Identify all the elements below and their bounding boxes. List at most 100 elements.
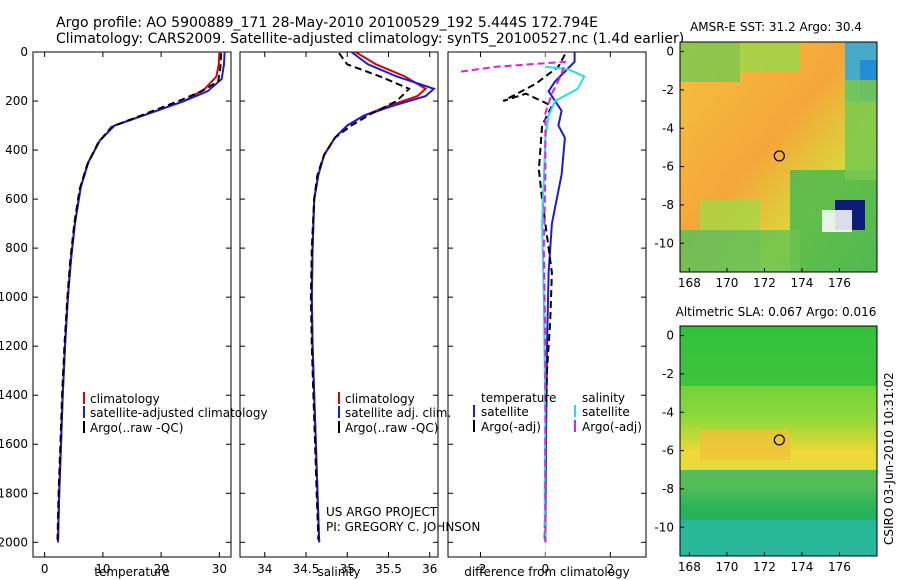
y-tick-label: 600 bbox=[5, 192, 28, 206]
map-x-tick-label: 168 bbox=[678, 276, 701, 290]
sla-map-panel: Altimetric SLA: 0.067 Argo: 0.016 168 170… bbox=[654, 305, 878, 574]
map-y-tick-label: -4 bbox=[662, 121, 674, 135]
map-x-tick-label: 168 bbox=[678, 560, 701, 574]
y-tick-label: 1000 bbox=[0, 290, 28, 304]
figure-title-line2: Climatology: CARS2009. Satellite-adjuste… bbox=[56, 31, 684, 47]
y-tick-label: 1600 bbox=[0, 437, 28, 451]
sla-map-axes: 168 170 172 174 176 0 -2 -4 -6 -8 -10 bbox=[654, 329, 851, 574]
legend-argo-label: Argo(..raw -QC) bbox=[90, 421, 183, 435]
sst-patch bbox=[700, 200, 760, 230]
map-y-tick-label: -8 bbox=[662, 482, 674, 496]
map-y-tick-label: 0 bbox=[666, 329, 674, 343]
figure-title-line1: Argo profile: AO 5900889_171 28-May-2010… bbox=[56, 15, 598, 31]
sst-map-frame bbox=[679, 41, 878, 273]
map-y-tick-label: -6 bbox=[662, 444, 674, 458]
difference-legend: temperature salinity satellite Argo(-adj… bbox=[473, 391, 642, 434]
x-tick-label: 2 bbox=[606, 562, 614, 576]
map-y-tick-label: -8 bbox=[662, 198, 674, 212]
legend-clim-label: climatology bbox=[345, 392, 415, 406]
y-tick-label: 1800 bbox=[0, 486, 28, 500]
salinity-panel: 34 34.5 35 35.5 36 salinity bbox=[239, 51, 439, 579]
legend-title-salinity: salinity bbox=[582, 391, 625, 405]
x-tick-label: 35.5 bbox=[375, 562, 402, 576]
sst-patch bbox=[822, 210, 852, 232]
sst-patch bbox=[760, 230, 800, 272]
x-axis-label: salinity bbox=[317, 565, 360, 579]
y-tick-label: 1200 bbox=[0, 339, 28, 353]
sst-patch bbox=[740, 42, 800, 72]
y-tick-label: 1400 bbox=[0, 388, 28, 402]
argo-location-marker bbox=[773, 150, 785, 162]
map-y-tick-label: -2 bbox=[662, 83, 674, 97]
x-tick-label: 0 bbox=[542, 562, 550, 576]
series-line-temperature-argo-adj- bbox=[502, 54, 566, 543]
temperature-panel: 0 10 20 30 0 200 400 600 800 1000 1200 1400 1600 1800… bbox=[0, 45, 232, 579]
legend-sat-label: satellite adj. clim. bbox=[345, 406, 451, 420]
sst-patch bbox=[680, 230, 760, 272]
sst-patch bbox=[680, 42, 740, 82]
map-x-tick-label: 172 bbox=[753, 560, 776, 574]
sla-map-frame bbox=[679, 325, 878, 557]
map-x-tick-label: 170 bbox=[715, 276, 738, 290]
y-tick-label: 800 bbox=[5, 241, 28, 255]
sla-patch bbox=[680, 520, 877, 556]
salinity-legend: climatology satellite adj. clim. Argo(..… bbox=[338, 392, 451, 435]
credit-project: US ARGO PROJECT bbox=[326, 505, 438, 519]
legend-temp-argo-label: Argo(-adj) bbox=[481, 420, 541, 434]
x-tick-label: 20 bbox=[153, 562, 168, 576]
timestamp-label: CSIRO 03-Jun-2010 10:31:02 bbox=[882, 372, 896, 545]
sst-map-patches bbox=[680, 42, 877, 272]
map-x-tick-label: 174 bbox=[790, 276, 813, 290]
temperature-legend: climatology satellite-adjusted climatolo… bbox=[83, 392, 268, 435]
y-tick-label: 0 bbox=[20, 45, 28, 59]
x-tick-label: 34.5 bbox=[293, 562, 320, 576]
series-line-climatology bbox=[57, 51, 221, 543]
x-tick-label: 36 bbox=[422, 562, 437, 576]
map-x-tick-label: 170 bbox=[715, 560, 738, 574]
panel-frame bbox=[32, 51, 232, 558]
map-y-tick-label: 0 bbox=[666, 45, 674, 59]
sst-map-title: AMSR-E SST: 31.2 Argo: 30.4 bbox=[690, 20, 862, 34]
x-axis-label: temperature bbox=[94, 565, 169, 579]
sst-map-axes: 168 170 172 174 176 0 -2 -4 -6 -8 -10 bbox=[654, 45, 851, 290]
x-tick-label: 10 bbox=[95, 562, 110, 576]
legend-sal-sat-label: satellite bbox=[582, 405, 630, 419]
sla-map-title: Altimetric SLA: 0.067 Argo: 0.016 bbox=[676, 305, 877, 319]
map-x-tick-label: 176 bbox=[828, 276, 851, 290]
credit-pi: PI: GREGORY C. JOHNSON bbox=[326, 520, 480, 534]
sla-patch bbox=[680, 326, 877, 386]
legend-temp-sat-label: satellite bbox=[481, 405, 529, 419]
y-tick-label: 200 bbox=[5, 94, 28, 108]
x-tick-label: 35 bbox=[340, 562, 355, 576]
series-line-satellite-adjusted-climatology bbox=[57, 51, 226, 543]
panel-frame bbox=[239, 51, 439, 558]
legend-title-temperature: temperature bbox=[481, 391, 556, 405]
series-line-argo-raw-qc- bbox=[56, 53, 223, 540]
y-tick-label: 2000 bbox=[0, 535, 28, 549]
x-tick-label: 34 bbox=[257, 562, 272, 576]
sla-patch bbox=[700, 430, 790, 460]
map-y-tick-label: -10 bbox=[654, 520, 674, 534]
map-y-tick-label: -6 bbox=[662, 160, 674, 174]
map-y-tick-label: -4 bbox=[662, 405, 674, 419]
map-x-tick-label: 176 bbox=[828, 560, 851, 574]
series-line-salinity-argo-adj- bbox=[460, 60, 567, 543]
legend-argo-label: Argo(..raw -QC) bbox=[345, 421, 438, 435]
map-y-tick-label: -10 bbox=[654, 236, 674, 250]
map-y-tick-label: -2 bbox=[662, 367, 674, 381]
series-line-temperature-satellite bbox=[544, 52, 576, 543]
series-line-climatology bbox=[310, 51, 428, 543]
x-tick-label: 30 bbox=[212, 562, 227, 576]
y-tick-label: 400 bbox=[5, 143, 28, 157]
x-tick-label: 0 bbox=[41, 562, 49, 576]
legend-sal-argo-label: Argo(-adj) bbox=[582, 420, 642, 434]
sst-patch bbox=[845, 80, 877, 180]
x-axis-label: difference from climatology bbox=[464, 565, 630, 579]
map-x-tick-label: 172 bbox=[753, 276, 776, 290]
sla-map-patches bbox=[680, 326, 877, 556]
x-tick-label: -2 bbox=[474, 562, 486, 576]
series-line-argo-raw-qc- bbox=[309, 52, 411, 540]
map-x-tick-label: 174 bbox=[790, 560, 813, 574]
